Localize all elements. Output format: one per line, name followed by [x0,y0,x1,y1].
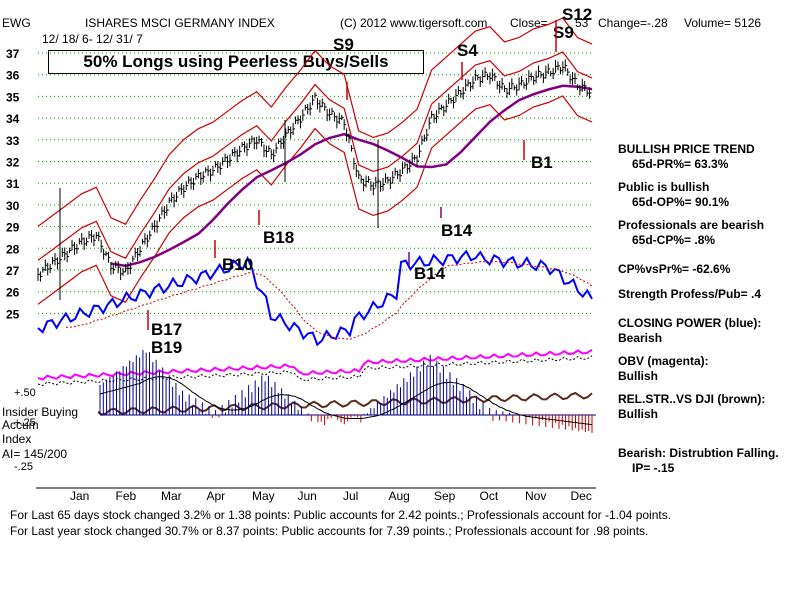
footer-line-1: For Last 65 days stock changed 3.2% or 1… [10,508,672,522]
cp-value: 65d-CP%= .8% [632,233,716,247]
oscillator-tick-label: +.50 [14,387,36,399]
month-label: Nov [525,489,546,503]
oscillator-tick-label: -.25 [14,461,33,473]
signal-label: B10 [222,255,253,274]
closing-power-title: CLOSING POWER (blue): [618,316,762,330]
upper-band-line [37,17,593,227]
month-label: Jun [298,489,317,503]
public-title: Public is bullish [618,180,710,194]
obv-line [37,348,593,381]
date-range: 12/ 18/ 6- 12/ 31/ 7 [42,32,143,46]
side-panel: BULLISH PRICE TREND 65d-PR%= 63.3% Publi… [618,142,779,476]
price-tick-label: 27 [6,264,20,278]
price-bars [37,59,592,300]
month-label: Mar [161,489,182,503]
signal-label: S12 [562,5,592,24]
month-label: Aug [389,489,410,503]
insider-label: Insider Buying [2,405,79,419]
price-tick-label: 32 [6,156,20,170]
copyright: (C) 2012 www.tigersoft.com [340,16,488,30]
oscillator-ticks: +.50 +.25 -.25 [14,387,36,473]
signal-label: B14 [441,221,473,240]
month-label: Jan [70,489,89,503]
price-tick-label: 28 [6,242,20,256]
price-tick-label: 37 [6,47,20,61]
signal-label: S4 [457,41,478,60]
accum-ma-line [99,376,593,426]
price-tick-label: 31 [6,177,20,191]
obv-value: Bullish [618,369,659,383]
pros-title: Professionals are bearish [618,218,765,232]
signal-label: S9 [553,23,574,42]
strength-value: Strength Profess/Pub= .4 [618,287,762,301]
month-label: Sep [434,489,456,503]
signal-label: B17 [151,320,182,339]
oscillator-tick-label: +.25 [14,417,36,429]
month-labels: Jan Feb Mar Apr May Jun Jul Aug Sep Oct Nov Dec [70,489,592,503]
ip-line: IP= -.15 [632,461,675,475]
price-tick-label: 36 [6,69,20,83]
price-tick-label: 26 [6,286,20,300]
signal-label: B1 [531,153,553,172]
price-tick-label: 29 [6,221,20,235]
close-value: 53 [575,16,589,30]
footer-line-2: For Last year stock changed 30.7% or 8.3… [10,524,649,538]
price-tick-label: 34 [6,112,20,126]
accum-label: Accum [2,418,39,432]
relative-strength-line [97,391,593,416]
month-label: Apr [207,489,226,503]
relstr-value: Bullish [618,407,659,421]
price-tick-label: 35 [6,90,20,104]
cpvspr-value: CP%vsPr%= -62.6% [618,262,731,276]
obv-title: OBV (magenta): [618,354,709,368]
price-tick-label: 25 [6,307,20,321]
change-value: Change=-.28 [598,16,668,30]
signal-label: B19 [151,338,182,357]
price-tick-label: 30 [6,199,20,213]
obv-ma [37,355,593,387]
price-tick-label: 33 [6,134,20,148]
month-label: Dec [571,489,592,503]
closing-power-value: Bearish [618,331,663,345]
moving-average-line [110,84,593,268]
closing-power-line [37,249,593,347]
month-label: Jul [343,489,358,503]
chart-title: ISHARES MSCI GERMANY INDEX [85,16,275,30]
signal-label: B18 [263,228,294,247]
bearish-line: Bearish: Distrubtion Falling. [618,446,779,460]
closing-power-ma [65,260,593,340]
signal-label: S9 [333,35,354,54]
strategy-banner: 50% Longs using Peerless Buys/Sells [48,50,424,74]
pr-value: 65d-PR%= 63.3% [632,157,729,171]
relstr-title: REL.STR..VS DJI (brown): [618,392,766,406]
ai-label: AI= 145/200 [2,447,68,461]
trend-title: BULLISH PRICE TREND [618,142,755,156]
month-label: Feb [116,489,137,503]
month-label: May [252,489,275,503]
close-label: Close= [510,16,548,30]
index-label: Index [2,432,32,446]
inner-band-line [37,51,593,261]
accum-bars [99,349,593,433]
volume-value: Volume= 5126 [684,16,762,30]
signal-label: B14 [414,264,446,283]
op-value: 65d-OP%= 90.1% [632,195,730,209]
month-label: Oct [480,489,499,503]
price-axis-ticks: 37 36 35 34 33 32 31 30 29 28 27 26 25 [6,47,20,321]
ticker-label: EWG [2,16,31,30]
